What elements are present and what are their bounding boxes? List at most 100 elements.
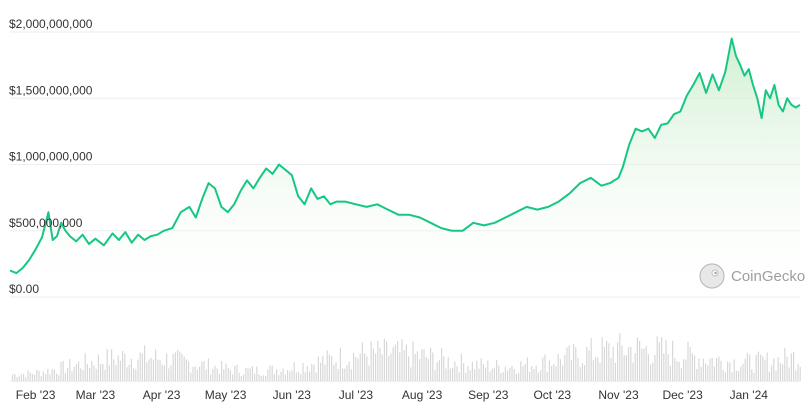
volume-bar: [625, 355, 627, 381]
volume-bar: [80, 368, 82, 381]
volume-bar: [663, 353, 665, 381]
gecko-pupil: [714, 271, 717, 275]
y-tick-label: $0.00: [9, 282, 39, 296]
volume-bar: [777, 357, 779, 381]
volume-bar: [566, 347, 568, 381]
volume-bar: [588, 350, 590, 381]
volume-bar: [258, 374, 260, 381]
volume-bar: [73, 367, 75, 381]
volume-bar: [509, 367, 511, 381]
volume-bar: [271, 365, 273, 381]
volume-bar: [597, 357, 599, 381]
volume-bar: [111, 349, 113, 381]
volume-bar: [324, 364, 326, 381]
volume-bar: [647, 354, 649, 381]
watermark-text: CoinGecko: [731, 268, 805, 285]
volume-bar: [421, 349, 423, 381]
volume-bar: [287, 370, 289, 381]
volume-bar: [570, 360, 572, 381]
volume-bar: [394, 344, 396, 381]
volume-bar: [535, 365, 537, 381]
volume-bar: [265, 376, 267, 381]
volume-bar: [51, 369, 53, 381]
volume-bar: [207, 358, 209, 381]
volume-bar: [793, 352, 795, 381]
volume-bar: [232, 374, 234, 381]
volume-bar: [243, 374, 245, 381]
volume-bar: [764, 360, 766, 381]
volume-bar: [236, 364, 238, 381]
volume-bar: [135, 369, 137, 381]
volume-bar: [89, 368, 91, 381]
volume-bar: [251, 366, 253, 381]
volume-bar: [676, 361, 678, 381]
volume-bar: [586, 346, 588, 381]
volume-bar: [614, 362, 616, 381]
volume-bar: [579, 367, 581, 381]
volume-bar: [687, 341, 689, 381]
volume-bar: [350, 369, 352, 381]
volume-bar: [790, 353, 792, 381]
volume-bar: [49, 374, 51, 381]
volume-bar: [388, 356, 390, 381]
volume-bar: [595, 357, 597, 381]
volume-bar: [100, 363, 102, 381]
volume-bar: [102, 363, 104, 381]
volume-bar: [617, 342, 619, 381]
volume-bar: [78, 361, 80, 381]
volume-bar: [755, 355, 757, 381]
volume-bar: [707, 365, 709, 381]
volume-bar: [205, 369, 207, 381]
volume-bar: [282, 368, 284, 381]
volume-bar: [434, 369, 436, 381]
volume-bar: [172, 353, 174, 381]
volume-bar: [430, 347, 432, 381]
volume-bar: [45, 374, 47, 381]
volume-bar: [128, 364, 130, 381]
volume-bar: [190, 372, 192, 381]
volume-bar: [749, 354, 751, 381]
volume-bar: [592, 359, 594, 381]
volume-bar: [590, 338, 592, 381]
volume-bar: [379, 347, 381, 381]
volume-bar: [482, 364, 484, 381]
volume-bar: [322, 355, 324, 381]
volume-bar: [203, 361, 205, 381]
volume-bar: [212, 369, 214, 381]
volume-bar: [227, 367, 229, 381]
volume-bar: [53, 369, 55, 381]
volume-bar: [196, 369, 198, 381]
volume-bar: [364, 353, 366, 381]
volume-bar: [665, 340, 667, 381]
volume-bar: [214, 365, 216, 381]
volume-bar: [84, 353, 86, 381]
volume-bar: [194, 366, 196, 381]
volume-bar: [372, 348, 374, 381]
volume-bar: [513, 368, 515, 381]
volume-bar: [799, 366, 801, 381]
volume-bar: [674, 358, 676, 381]
volume-bar: [504, 366, 506, 381]
volume-bar: [709, 358, 711, 381]
x-tick-label: Nov '23: [598, 388, 639, 402]
volume-bar: [18, 376, 20, 381]
volume-bar: [201, 361, 203, 381]
volume-bar: [716, 358, 718, 381]
volume-bar: [619, 333, 621, 381]
volume-bar: [216, 368, 218, 381]
volume-bar: [465, 372, 467, 381]
volume-bar: [449, 368, 451, 381]
volume-bar: [469, 370, 471, 381]
volume-bar: [414, 353, 416, 381]
volume-bar: [375, 353, 377, 381]
volume-bar: [62, 360, 64, 381]
volume-bar: [183, 356, 185, 381]
volume-bar: [146, 362, 148, 381]
volume-bar: [126, 367, 128, 381]
volume-bar: [782, 364, 784, 381]
volume-bar: [179, 351, 181, 381]
volume-bar: [38, 370, 40, 381]
volume-bar: [256, 366, 258, 381]
volume-bar: [12, 374, 14, 381]
